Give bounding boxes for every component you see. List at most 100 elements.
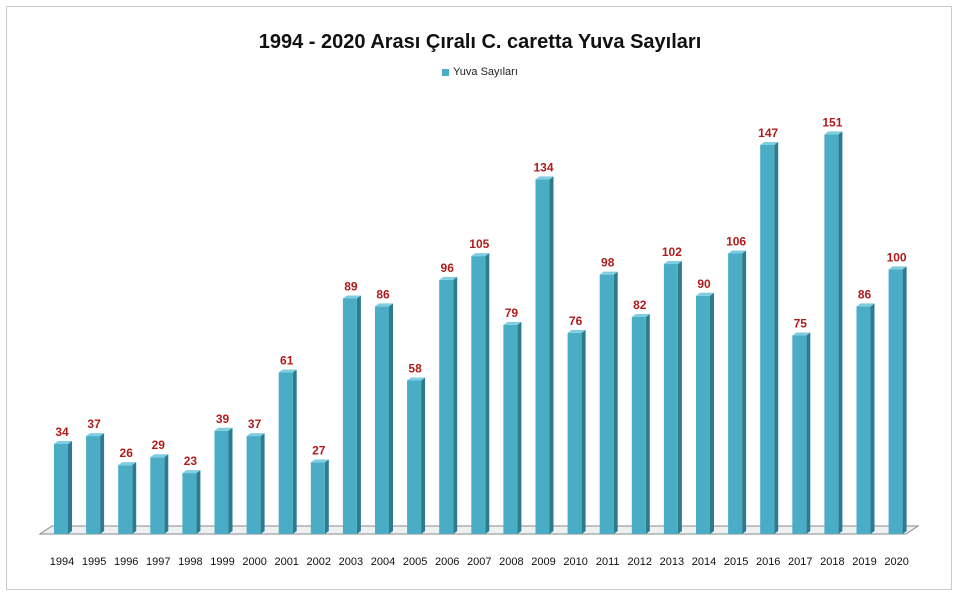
chart-title: 1994 - 2020 Arası Çıralı C. caretta Yuva… [258, 31, 702, 53]
data-label-2005: 58 [408, 361, 422, 375]
bar-2009 [535, 179, 550, 534]
data-label-2008: 79 [505, 306, 519, 320]
x-tick-2013: 2013 [660, 556, 684, 568]
x-tick-2005: 2005 [403, 556, 427, 568]
data-label-1994: 34 [55, 425, 69, 439]
bar-top-2018 [824, 131, 843, 135]
bar-side-2000 [260, 433, 265, 534]
bar-side-1995 [100, 433, 105, 534]
x-tick-2020: 2020 [884, 556, 908, 568]
x-tick-1999: 1999 [210, 556, 234, 568]
data-label-2000: 37 [248, 417, 262, 431]
data-label-2018: 151 [822, 115, 842, 129]
data-label-1999: 39 [216, 412, 230, 426]
bar-2003 [342, 298, 357, 534]
bar-top-2003 [342, 295, 361, 299]
data-label-2006: 96 [441, 261, 455, 275]
x-tick-2018: 2018 [820, 556, 844, 568]
bar-top-2008 [503, 321, 522, 325]
x-tick-2001: 2001 [274, 556, 298, 568]
data-label-2007: 105 [469, 237, 489, 251]
bar-top-2020 [888, 266, 907, 270]
bar-side-2001 [292, 369, 297, 534]
data-label-2015: 106 [726, 234, 746, 248]
bar-2000 [246, 436, 261, 534]
x-tick-2006: 2006 [435, 556, 459, 568]
bar-side-1998 [196, 470, 201, 534]
data-label-2004: 86 [376, 287, 390, 301]
bar-side-2017 [806, 332, 811, 534]
x-tick-1994: 1994 [50, 556, 74, 568]
data-label-2002: 27 [312, 444, 326, 458]
bar-2010 [567, 332, 582, 534]
data-label-1996: 26 [120, 446, 134, 460]
legend: Yuva Sayıları [0, 66, 960, 78]
bar-top-2015 [728, 250, 747, 254]
bar-1994 [54, 444, 68, 534]
bar-2013 [663, 264, 678, 534]
bar-side-2019 [870, 303, 875, 534]
bar-side-1996 [132, 462, 137, 534]
bar-top-2019 [856, 303, 875, 307]
data-label-2009: 134 [533, 160, 553, 174]
bar-side-2018 [838, 131, 843, 534]
x-tick-1997: 1997 [146, 556, 170, 568]
bar-2020 [888, 269, 903, 534]
bar-1998 [182, 473, 197, 534]
x-tick-2007: 2007 [467, 556, 491, 568]
x-tick-2002: 2002 [307, 556, 331, 568]
data-label-1998: 23 [184, 454, 198, 468]
bar-side-2010 [581, 329, 586, 534]
x-tick-1995: 1995 [82, 556, 106, 568]
bar-1995 [86, 436, 101, 534]
bar-1999 [214, 430, 229, 534]
bar-side-2002 [324, 459, 329, 534]
x-tick-1996: 1996 [114, 556, 138, 568]
bar-2011 [599, 274, 614, 534]
bar-side-2016 [774, 141, 779, 534]
x-tick-2015: 2015 [724, 556, 748, 568]
data-label-2013: 102 [662, 245, 682, 259]
bar-2001 [278, 372, 293, 534]
bar-top-2007 [471, 253, 490, 257]
bar-top-2012 [631, 313, 650, 317]
bar-top-1996 [118, 462, 137, 466]
bar-top-1994 [54, 441, 72, 445]
bar-2019 [856, 306, 871, 534]
x-tick-2009: 2009 [531, 556, 555, 568]
bar-2014 [696, 295, 710, 534]
data-label-2020: 100 [887, 250, 907, 264]
bar-2017 [792, 335, 807, 534]
data-label-2019: 86 [858, 287, 872, 301]
legend-label: Yuva Sayıları [453, 66, 518, 79]
bar-side-2009 [549, 176, 554, 534]
bar-side-1999 [228, 427, 233, 534]
bar-1997 [150, 457, 165, 534]
x-tick-2008: 2008 [499, 556, 523, 568]
bar-2005 [407, 380, 422, 534]
bar-top-2016 [760, 141, 779, 145]
bar-top-1997 [150, 454, 169, 458]
data-label-2017: 75 [794, 317, 808, 331]
bar-2018 [824, 134, 839, 534]
bar-2004 [375, 306, 389, 534]
bar-side-1997 [164, 454, 169, 534]
data-label-2011: 98 [601, 256, 615, 270]
x-tick-2010: 2010 [563, 556, 587, 568]
bar-side-2008 [517, 321, 522, 534]
x-tick-2016: 2016 [756, 556, 780, 568]
legend-swatch [442, 68, 450, 76]
bar-top-2006 [439, 276, 458, 280]
bar-top-2000 [246, 433, 265, 437]
bar-2007 [471, 256, 486, 534]
x-tick-2011: 2011 [596, 556, 620, 568]
x-tick-2019: 2019 [852, 556, 876, 568]
x-tick-2000: 2000 [242, 556, 266, 568]
bar-side-2013 [677, 261, 682, 534]
bar-side-2020 [902, 266, 907, 534]
data-label-1995: 37 [87, 417, 101, 431]
bar-top-2005 [407, 377, 426, 381]
bar-top-2002 [310, 459, 329, 463]
bar-side-2012 [645, 313, 650, 534]
